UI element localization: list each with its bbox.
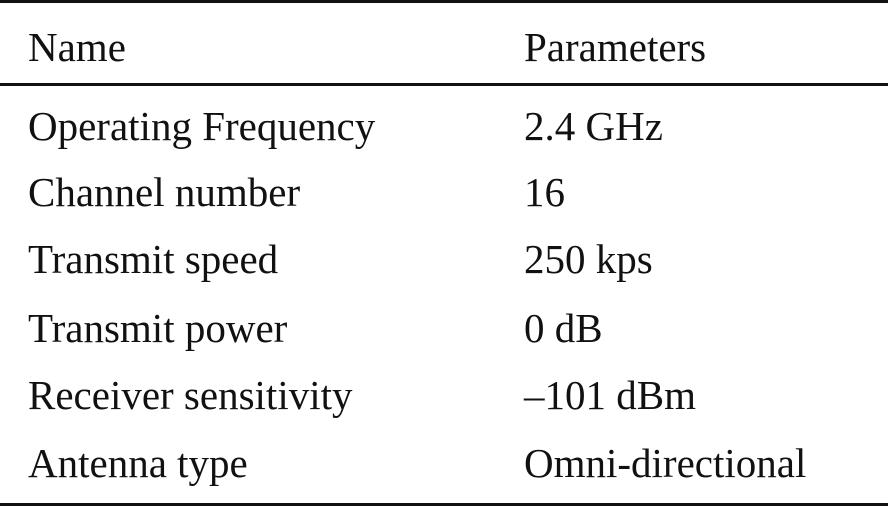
row-parameter: 2.4 GHz	[524, 103, 663, 149]
row-parameter: 250 kps	[524, 236, 653, 282]
header-rule	[0, 83, 888, 86]
top-rule	[0, 0, 888, 3]
row-parameter: Omni-directional	[524, 440, 807, 486]
row-name: Receiver sensitivity	[28, 372, 353, 418]
row-name: Transmit power	[28, 305, 288, 351]
row-name: Transmit speed	[28, 236, 279, 282]
row-parameter: 0 dB	[524, 305, 603, 351]
header-name: Name	[28, 24, 126, 70]
header-parameters: Parameters	[524, 24, 707, 70]
bottom-rule	[0, 503, 888, 506]
row-parameter: 16	[524, 169, 565, 215]
row-name: Operating Frequency	[28, 103, 376, 149]
row-name: Channel number	[28, 169, 301, 215]
row-name: Antenna type	[28, 440, 248, 486]
row-parameter: –101 dBm	[524, 372, 696, 418]
